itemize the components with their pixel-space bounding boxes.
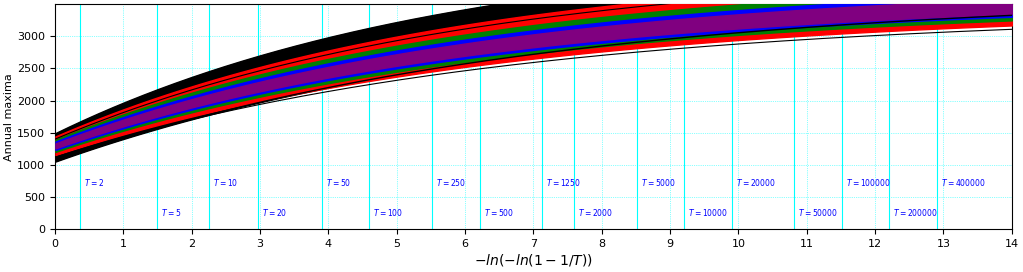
X-axis label: $-ln(-ln(1 - 1/T))$: $-ln(-ln(1 - 1/T))$ — [474, 252, 592, 268]
Text: $T=20000$: $T=20000$ — [736, 177, 775, 188]
Y-axis label: Annual maxima: Annual maxima — [4, 73, 14, 161]
Text: $T=100$: $T=100$ — [373, 207, 403, 218]
Text: $T=250$: $T=250$ — [436, 177, 466, 188]
Text: $T=1250$: $T=1250$ — [546, 177, 581, 188]
Text: $T=20$: $T=20$ — [262, 207, 287, 218]
Text: $T=5000$: $T=5000$ — [641, 177, 676, 188]
Text: $T=100000$: $T=100000$ — [846, 177, 890, 188]
Text: $T=2$: $T=2$ — [84, 177, 104, 188]
Text: $T=10000$: $T=10000$ — [688, 207, 728, 218]
Text: $T=10$: $T=10$ — [213, 177, 238, 188]
Text: $T=200000$: $T=200000$ — [893, 207, 938, 218]
Text: $T=400000$: $T=400000$ — [940, 177, 985, 188]
Text: $T=5$: $T=5$ — [162, 207, 182, 218]
Text: $T=50$: $T=50$ — [325, 177, 351, 188]
Text: $T=2000$: $T=2000$ — [578, 207, 614, 218]
Text: $T=50000$: $T=50000$ — [799, 207, 838, 218]
Text: $T=500$: $T=500$ — [484, 207, 514, 218]
